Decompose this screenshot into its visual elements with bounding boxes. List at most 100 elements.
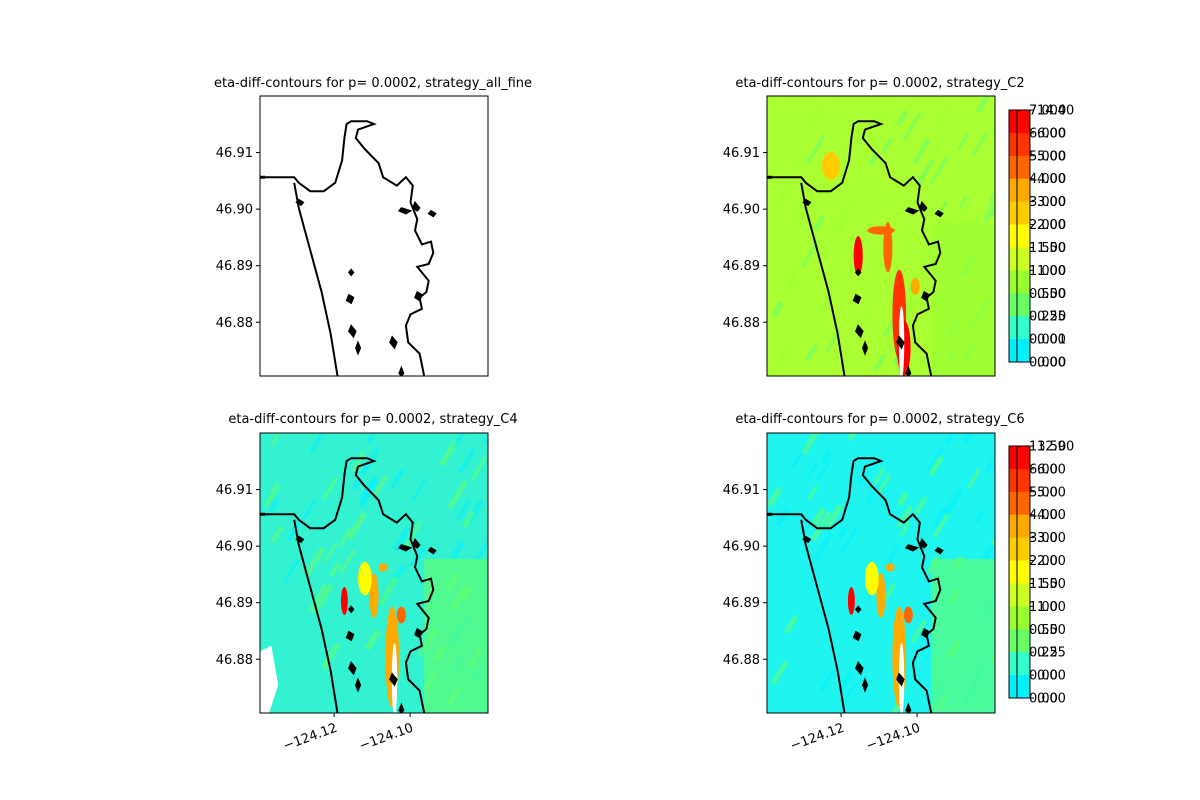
field-streak xyxy=(350,451,366,473)
island xyxy=(921,290,930,302)
colorbar-label: 4.00 xyxy=(1029,508,1058,523)
panel-C4: eta-diff-contours for p= 0.0002, strateg… xyxy=(216,412,1066,754)
colorbar-segment xyxy=(1017,514,1030,538)
axes-frame xyxy=(766,95,996,377)
field-streak xyxy=(403,520,423,550)
island xyxy=(802,198,812,207)
colorbar-label: 6.00 xyxy=(1037,126,1066,141)
colorbar-label: 0.250 xyxy=(1029,310,1066,325)
hotspot xyxy=(853,236,863,276)
colorbar-label: 3.00 xyxy=(1037,195,1066,210)
hotspot xyxy=(910,278,920,295)
colorbar-segment xyxy=(1017,606,1030,630)
contour-field xyxy=(260,96,488,376)
field-streak xyxy=(816,289,835,315)
field-streak xyxy=(810,510,832,542)
colorbar-segment xyxy=(1017,110,1030,134)
island xyxy=(414,290,423,302)
hotspot xyxy=(876,573,886,618)
field-streak xyxy=(410,477,428,503)
field-streak xyxy=(896,109,909,127)
field-streak xyxy=(283,558,300,583)
field-streak xyxy=(931,506,949,528)
colorbar-segment xyxy=(1017,652,1030,676)
field-streak xyxy=(876,473,892,495)
island xyxy=(347,605,355,614)
hotspot xyxy=(396,606,406,624)
colorbar-label: 5.00 xyxy=(1029,485,1058,500)
island xyxy=(904,207,920,215)
colorbar-label: 0.50 xyxy=(1037,287,1066,302)
island xyxy=(295,535,305,544)
field-region-east xyxy=(931,559,995,713)
colorbar-label: 5.00 xyxy=(1037,485,1066,500)
colorbar-segment xyxy=(1017,629,1030,653)
field-streak xyxy=(982,197,995,222)
colorbar-label: 3.00 xyxy=(1037,531,1066,546)
island xyxy=(852,630,862,642)
ytick-label: 46.88 xyxy=(723,653,760,668)
field-streak xyxy=(783,273,800,295)
xtick-label: −124.12 xyxy=(281,721,339,754)
field-streak xyxy=(286,518,303,542)
ytick-label: 46.88 xyxy=(216,316,253,331)
field-streak xyxy=(474,541,488,563)
xtick-label: −124.12 xyxy=(788,721,846,754)
xtick-label: −124.10 xyxy=(357,721,415,754)
colorbar-segment xyxy=(1017,583,1030,607)
colorbar-segment xyxy=(1017,247,1030,271)
island xyxy=(427,546,437,555)
colorbar-label: 1.00 xyxy=(1037,600,1066,615)
field-streak xyxy=(962,433,975,445)
island xyxy=(904,544,920,552)
field-streak xyxy=(453,433,466,448)
island xyxy=(855,661,864,676)
field-streak xyxy=(807,485,819,500)
hotspot xyxy=(883,222,893,273)
field-streak xyxy=(807,106,823,129)
colorbar-label: 4.00 xyxy=(1037,508,1066,523)
ytick-label: 46.91 xyxy=(216,146,253,161)
colorbar-label: 1.500 xyxy=(1029,241,1066,256)
field-streak xyxy=(447,480,468,510)
ytick-label: 46.89 xyxy=(216,259,253,274)
field-streak xyxy=(392,526,412,552)
field-streak xyxy=(307,583,328,612)
island xyxy=(427,209,437,218)
colorbar-segment xyxy=(1017,155,1030,180)
island xyxy=(347,268,355,277)
colorbar-segment xyxy=(1017,339,1030,363)
field-streak xyxy=(364,629,381,651)
field-streak xyxy=(954,195,973,222)
field-streak xyxy=(896,491,909,507)
island xyxy=(354,677,362,693)
island xyxy=(852,293,862,305)
panel-title: eta-diff-contours for p= 0.0002, strateg… xyxy=(228,412,517,427)
field-streak xyxy=(902,111,922,141)
field-background xyxy=(260,96,488,376)
colorbar-label: 12.90 xyxy=(1037,440,1074,455)
xtick-label: −124.10 xyxy=(864,721,922,754)
field-streak xyxy=(971,131,989,157)
island xyxy=(905,365,912,376)
colorbar-label: 0.25 xyxy=(1029,646,1058,661)
field-streak xyxy=(992,565,995,571)
colorbar-label: 0.50 xyxy=(1029,623,1058,638)
field-streak xyxy=(377,576,399,607)
zero-region-sw xyxy=(260,645,279,713)
field-streak xyxy=(931,131,949,153)
colorbar-segment xyxy=(1017,491,1030,516)
field-streak xyxy=(470,456,488,482)
ytick-label: 46.90 xyxy=(723,203,760,218)
colorbar-segment xyxy=(1017,560,1030,584)
island xyxy=(348,324,357,339)
colorbar-label: 0.25 xyxy=(1037,310,1066,325)
field-streak xyxy=(840,526,859,554)
island xyxy=(397,544,413,552)
field-streak xyxy=(820,449,832,465)
field-streak xyxy=(771,301,785,318)
island xyxy=(921,627,930,639)
colorbar-segment xyxy=(1017,224,1030,248)
field-streak xyxy=(837,218,849,234)
field-streak xyxy=(832,203,853,232)
